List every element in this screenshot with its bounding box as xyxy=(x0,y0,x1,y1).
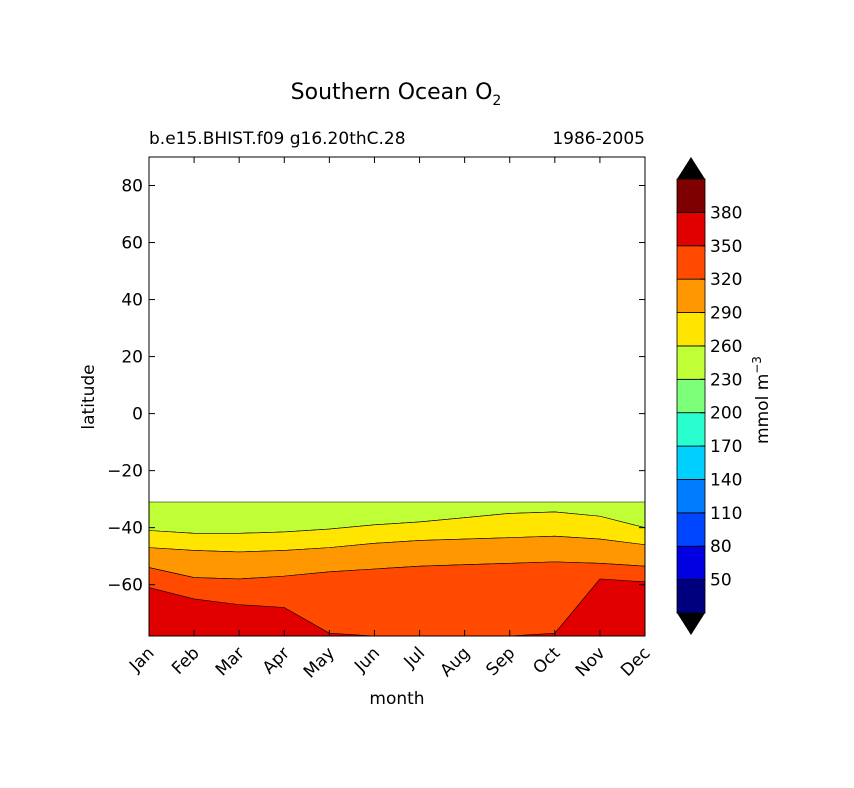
x-tick-label: Jun xyxy=(350,643,384,677)
plot-frame xyxy=(148,156,646,637)
y-tick-label: −60 xyxy=(107,576,143,596)
colorbar-segment xyxy=(676,278,706,313)
colorbar-extend-high xyxy=(677,157,705,179)
colorbar-tick-label: 110 xyxy=(710,504,742,524)
y-tick-label: 40 xyxy=(121,291,143,311)
colorbar: 50 80 110 140 170 200 230 260 290 320 350 380 xyxy=(676,157,742,635)
x-tick-label: Aug xyxy=(437,643,475,681)
y-tick-label: 60 xyxy=(121,234,143,254)
colorbar-segment xyxy=(676,579,706,614)
x-tick-label: Sep xyxy=(482,643,519,680)
colorbar-tick-label: 320 xyxy=(710,270,742,290)
x-tick-label: Oct xyxy=(529,643,564,678)
chart-title: Southern Ocean O2 xyxy=(291,80,502,109)
colorbar-label-superscript: −3 xyxy=(750,356,764,374)
subtitle-left: b.e15.BHIST.f09 g16.20thC.28 xyxy=(149,129,406,149)
colorbar-segment xyxy=(676,245,706,280)
colorbar-segment xyxy=(676,479,706,514)
x-tick-label: Mar xyxy=(212,643,249,680)
x-tick-label: Jul xyxy=(400,643,429,672)
x-tick-label: May xyxy=(300,643,339,682)
x-tick-label: Jan xyxy=(125,643,158,676)
x-tick-label: Apr xyxy=(259,643,294,678)
colorbar-segment xyxy=(676,412,706,447)
colorbar-segment xyxy=(676,545,706,581)
colorbar-extend-low xyxy=(677,613,705,635)
y-tick-label: 0 xyxy=(132,405,143,425)
x-tick-label: Nov xyxy=(572,643,610,681)
colorbar-label: mmol m−3 xyxy=(750,356,773,444)
x-tick-label: Dec xyxy=(617,643,654,680)
plot-area xyxy=(148,156,646,637)
y-tick-label: 80 xyxy=(121,177,143,197)
colorbar-tick-label: 80 xyxy=(710,537,732,557)
colorbar-tick-label: 380 xyxy=(710,203,742,223)
colorbar-segment xyxy=(676,378,706,414)
colorbar-tick-label: 350 xyxy=(710,237,742,257)
y-tick-label: −40 xyxy=(107,519,143,539)
subtitle-right: 1986-2005 xyxy=(552,129,645,149)
x-tick-label: Feb xyxy=(168,643,203,678)
chart-title-subscript: 2 xyxy=(492,93,501,109)
colorbar-tick-label: 290 xyxy=(710,304,742,324)
colorbar-tick-label: 140 xyxy=(710,470,742,490)
x-axis-label: month xyxy=(369,689,424,709)
colorbar-segment xyxy=(676,312,706,347)
colorbar-segment xyxy=(676,211,706,247)
colorbar-tick-label: 170 xyxy=(710,437,742,457)
colorbar-tick-label: 230 xyxy=(710,370,742,390)
colorbar-segment xyxy=(676,345,706,380)
colorbar-segment xyxy=(676,512,706,547)
colorbar-tick-label: 200 xyxy=(710,404,742,424)
colorbar-segment xyxy=(676,178,706,213)
y-axis-label: latitude xyxy=(79,364,99,429)
colorbar-tick-label: 50 xyxy=(710,571,732,591)
y-axis: 80 60 40 20 0 −20 −40 −60 xyxy=(107,177,645,596)
colorbar-segment xyxy=(676,445,706,480)
y-tick-label: 20 xyxy=(121,348,143,368)
y-tick-label: −20 xyxy=(107,462,143,482)
colorbar-tick-label: 260 xyxy=(710,337,742,357)
